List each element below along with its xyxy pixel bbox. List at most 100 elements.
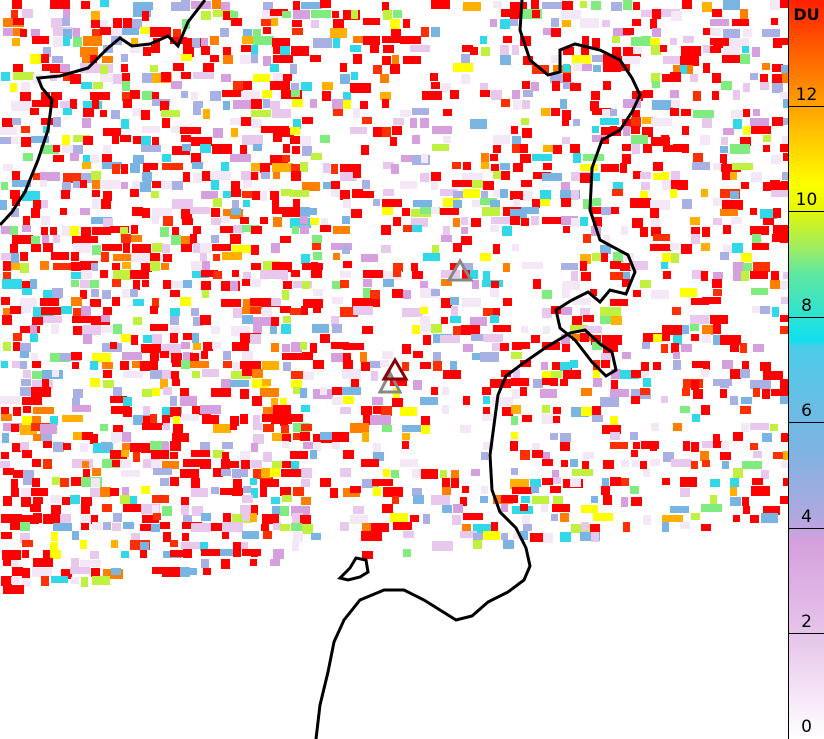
so2-pixel bbox=[642, 342, 650, 349]
so2-pixel bbox=[80, 208, 90, 215]
colorbar-tick-label: 2 bbox=[801, 612, 812, 633]
so2-pixel bbox=[622, 352, 631, 359]
so2-pixel bbox=[503, 36, 512, 43]
so2-pixel bbox=[53, 37, 63, 47]
so2-pixel bbox=[51, 92, 62, 100]
so2-pixel bbox=[743, 506, 750, 514]
so2-pixel bbox=[253, 434, 264, 444]
so2-pixel bbox=[480, 253, 491, 261]
so2-pixel bbox=[760, 74, 768, 82]
so2-pixel bbox=[720, 389, 727, 398]
so2-pixel bbox=[781, 433, 788, 442]
so2-pixel bbox=[340, 468, 351, 477]
so2-pixel bbox=[3, 585, 24, 594]
so2-pixel bbox=[132, 181, 143, 191]
so2-pixel bbox=[73, 432, 83, 440]
so2-pixel bbox=[231, 371, 251, 379]
so2-pixel bbox=[141, 136, 151, 145]
so2-pixel bbox=[370, 415, 391, 425]
so2-pixel bbox=[251, 172, 258, 180]
so2-pixel bbox=[251, 119, 262, 128]
so2-pixel bbox=[240, 414, 248, 424]
so2-pixel bbox=[92, 353, 101, 363]
so2-pixel bbox=[133, 452, 140, 462]
so2-pixel bbox=[212, 244, 231, 251]
so2-pixel bbox=[262, 379, 271, 386]
so2-pixel bbox=[593, 378, 602, 387]
so2-pixel bbox=[432, 144, 449, 151]
so2-pixel bbox=[273, 217, 282, 227]
so2-pixel bbox=[213, 271, 222, 279]
so2-pixel bbox=[33, 558, 53, 567]
so2-pixel bbox=[453, 191, 464, 198]
so2-pixel bbox=[380, 74, 389, 83]
so2-pixel bbox=[441, 298, 452, 308]
so2-pixel bbox=[510, 19, 518, 26]
so2-pixel bbox=[253, 74, 270, 82]
so2-pixel bbox=[113, 513, 122, 522]
so2-pixel bbox=[152, 505, 159, 513]
so2-pixel bbox=[221, 162, 229, 171]
so2-pixel bbox=[702, 118, 712, 128]
so2-pixel bbox=[301, 424, 312, 431]
so2-pixel bbox=[701, 369, 709, 377]
so2-pixel bbox=[150, 65, 158, 72]
so2-pixel bbox=[522, 262, 543, 269]
so2-pixel bbox=[701, 504, 722, 512]
so2-pixel bbox=[380, 360, 389, 367]
so2-pixel bbox=[101, 20, 108, 30]
so2-pixel bbox=[53, 117, 61, 127]
so2-pixel bbox=[242, 531, 259, 539]
so2-pixel bbox=[710, 28, 721, 36]
so2-pixel bbox=[353, 306, 373, 315]
so2-pixel bbox=[60, 514, 71, 524]
so2-pixel bbox=[230, 461, 239, 468]
so2-pixel bbox=[112, 164, 120, 174]
so2-pixel bbox=[261, 172, 270, 179]
so2-pixel bbox=[270, 64, 279, 72]
so2-pixel bbox=[690, 315, 709, 324]
so2-pixel bbox=[340, 74, 350, 84]
so2-pixel bbox=[23, 406, 31, 413]
so2-pixel bbox=[361, 459, 379, 467]
so2-pixel bbox=[591, 532, 599, 542]
so2-pixel bbox=[231, 128, 238, 137]
so2-pixel bbox=[362, 479, 379, 488]
so2-pixel bbox=[301, 405, 310, 412]
so2-pixel bbox=[310, 343, 317, 353]
so2-pixel bbox=[40, 145, 59, 154]
so2-pixel bbox=[53, 155, 64, 162]
so2-pixel bbox=[461, 236, 472, 245]
so2-pixel bbox=[450, 316, 461, 323]
so2-pixel bbox=[493, 135, 510, 144]
so2-pixel bbox=[343, 261, 352, 268]
so2-pixel bbox=[780, 281, 788, 290]
so2-pixel bbox=[221, 559, 230, 569]
so2-pixel bbox=[432, 541, 453, 551]
so2-pixel bbox=[301, 82, 312, 91]
so2-pixel bbox=[132, 207, 143, 216]
so2-pixel bbox=[580, 308, 590, 317]
so2-pixel bbox=[20, 442, 29, 451]
so2-pixel bbox=[113, 270, 131, 280]
so2-pixel bbox=[92, 29, 102, 36]
so2-pixel bbox=[143, 406, 150, 416]
so2-pixel bbox=[111, 432, 132, 442]
so2-pixel bbox=[562, 1, 573, 10]
so2-pixel bbox=[730, 497, 741, 506]
so2-pixel bbox=[192, 162, 203, 169]
so2-pixel bbox=[332, 397, 342, 405]
so2-pixel bbox=[363, 36, 380, 45]
so2-pixel bbox=[260, 163, 270, 173]
so2-pixel bbox=[610, 477, 621, 486]
so2-pixel bbox=[182, 144, 191, 151]
so2-pixel bbox=[160, 379, 168, 389]
so2-pixel bbox=[102, 244, 122, 251]
so2-pixel bbox=[512, 244, 519, 251]
so2-pixel bbox=[571, 271, 578, 281]
so2-pixel bbox=[130, 289, 138, 297]
so2-pixel bbox=[311, 270, 322, 278]
so2-pixel bbox=[332, 297, 343, 304]
so2-pixel bbox=[722, 461, 729, 469]
so2-pixel bbox=[232, 270, 239, 277]
